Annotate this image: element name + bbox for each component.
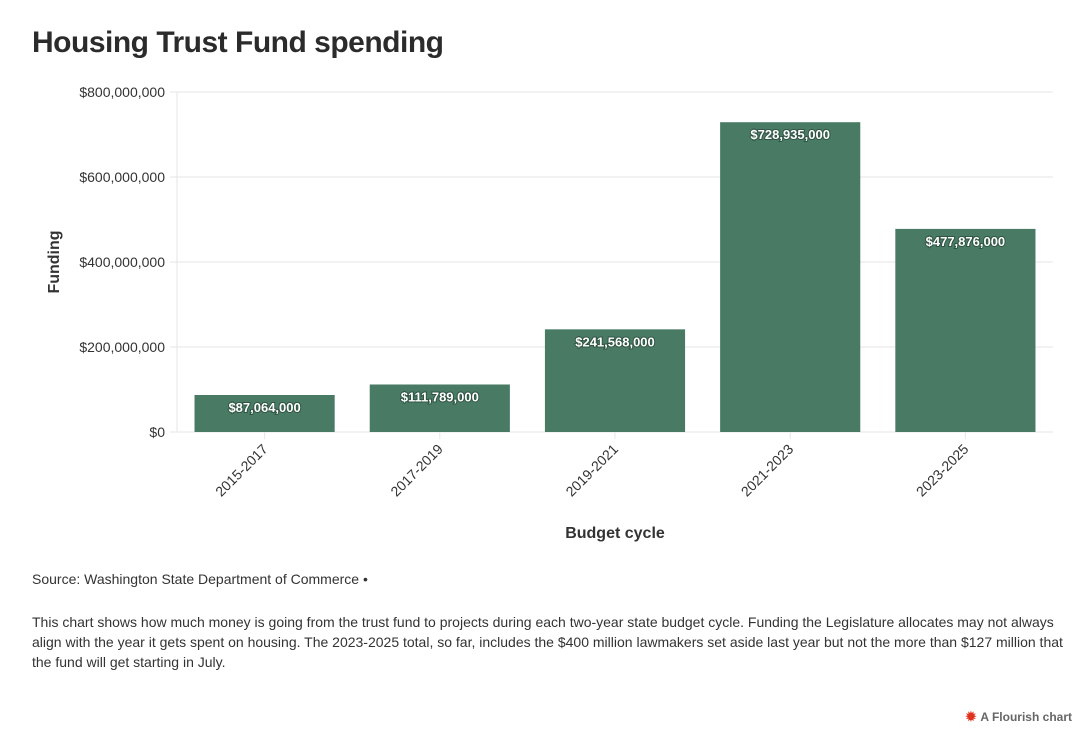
source-text: Source: Washington State Department of C… (32, 571, 368, 587)
y-axis-title: Funding (46, 230, 63, 293)
x-tick-label: 2021-2023 (738, 441, 797, 500)
y-tick-label: $600,000,000 (79, 169, 165, 185)
bar[interactable] (369, 384, 510, 432)
y-tick-label: $800,000,000 (79, 84, 165, 100)
y-tick-label: $0 (149, 424, 165, 440)
credit-label: A Flourish chart (980, 710, 1072, 724)
flourish-logo-icon: ✹ (965, 709, 977, 724)
y-axis: $0 $200,000,000 $400,000,000 $600,000,000 $8… (79, 84, 165, 440)
y-tick-label: $200,000,000 (79, 339, 165, 355)
x-axis-title: Budget cycle (565, 525, 665, 542)
bar-value-label: $728,935,000 (750, 127, 830, 142)
x-tick-label: 2017-2019 (387, 441, 446, 500)
bar[interactable] (720, 122, 861, 432)
bar-value-label: $111,789,000 (401, 389, 479, 404)
x-tick-label: 2015-2017 (212, 441, 271, 500)
bar[interactable] (194, 394, 335, 432)
bar[interactable] (544, 329, 686, 432)
chart-title: Housing Trust Fund spending (32, 26, 444, 59)
chart-note: This chart shows how much money is going… (32, 614, 1063, 670)
flourish-credit-link[interactable]: ✹ A Flourish chart (966, 709, 1072, 725)
bar-chart: $0 $200,000,000 $400,000,000 $600,000,000 $8… (46, 84, 1053, 542)
x-tick-label: 2023-2025 (913, 441, 972, 500)
x-tick-label: 2019-2021 (562, 441, 621, 500)
bar[interactable] (895, 228, 1036, 432)
y-tick-label: $400,000,000 (79, 254, 165, 270)
bar-value-label: $477,876,000 (926, 234, 1006, 249)
bar-value-label: $241,568,000 (575, 334, 655, 349)
x-axis: 2015-2017 2017-2019 2019-2021 2021-2023 2023… (212, 432, 972, 499)
bar-value-label: $87,064,000 (228, 400, 300, 415)
bars: $87,064,000 $111,789,000 $241,568,000 $728,… (194, 122, 1036, 432)
